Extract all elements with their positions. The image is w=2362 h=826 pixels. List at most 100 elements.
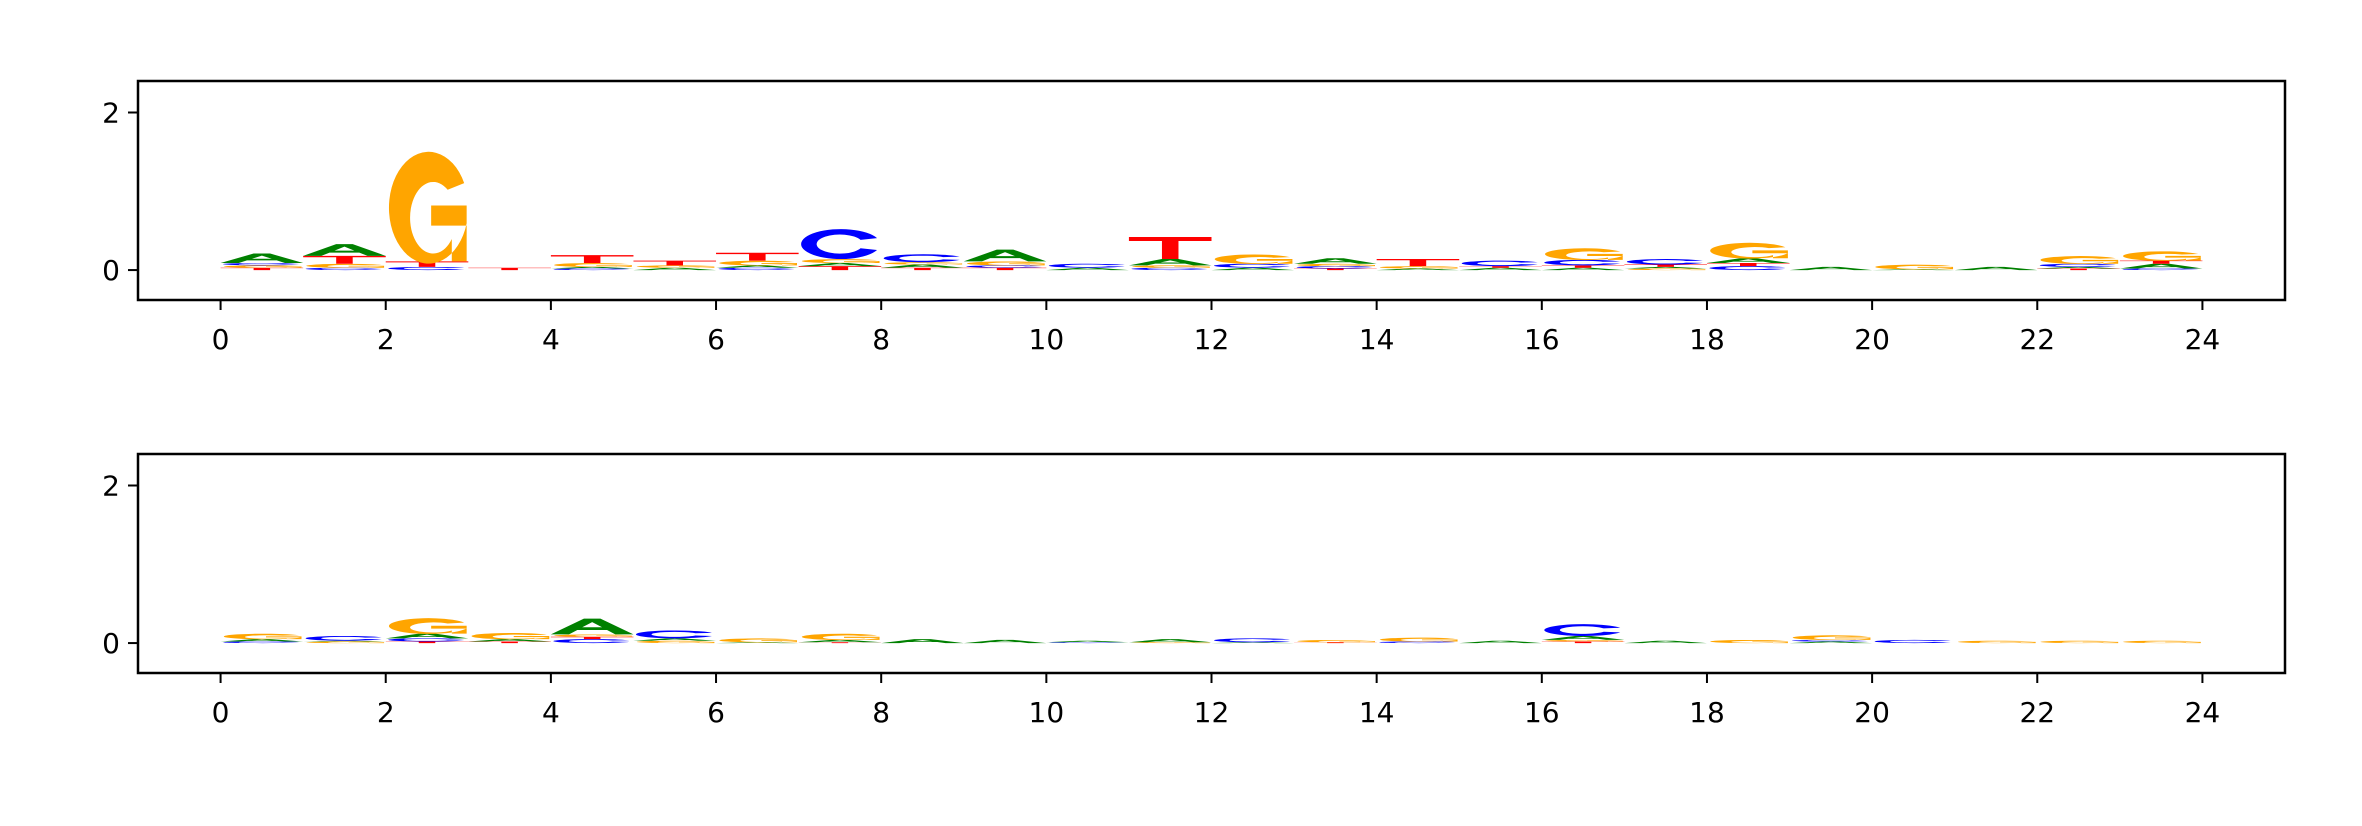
logo-letter-G — [1545, 639, 1623, 642]
logo-letter-A — [1872, 269, 1955, 271]
logo-letter-C — [966, 265, 1043, 268]
logo-letter-G — [884, 262, 963, 265]
logo-letter-C — [1213, 638, 1290, 643]
logo-letter-A — [1046, 267, 1129, 271]
logo-letter-G — [1132, 642, 1210, 644]
logo-letter-A — [1541, 635, 1625, 640]
logo-letter-T — [303, 255, 386, 264]
logo-letter-T — [1541, 265, 1625, 268]
logo-letter-T — [1294, 268, 1377, 271]
x-tick-label: 2 — [377, 323, 395, 356]
logo-letter-A — [550, 266, 634, 269]
y-tick-label: 2 — [102, 97, 120, 130]
logo-letter-T — [798, 266, 882, 271]
y-tick-label: 0 — [102, 627, 120, 660]
logo-letter-G — [1792, 635, 1871, 641]
logo-letter-A — [1789, 641, 1873, 644]
logo-letter-T — [550, 636, 634, 640]
x-tick-label: 10 — [1029, 696, 1065, 729]
logo-letter-G — [1214, 254, 1293, 264]
logo-letter-T — [2037, 268, 2120, 271]
logo-letter-T — [385, 261, 469, 267]
logo-letter-G — [2123, 251, 2201, 261]
x-tick-label: 22 — [2019, 323, 2055, 356]
x-tick-label: 20 — [1854, 323, 1890, 356]
logo-letter-A — [1706, 258, 1790, 263]
logo-letter-A — [1624, 266, 1707, 269]
logo-letter-G — [801, 259, 880, 264]
logo-letter-T — [1459, 266, 1542, 268]
logo-letter-A — [1459, 640, 1542, 644]
logo-letter-G — [388, 151, 467, 264]
x-tick-label: 24 — [2185, 323, 2221, 356]
logo-letter-A — [385, 633, 469, 639]
logo-letter-A — [1128, 259, 1212, 266]
x-tick-label: 0 — [212, 323, 230, 356]
logo-letter-T — [385, 641, 469, 644]
x-tick-label: 8 — [872, 696, 890, 729]
logo-letter-A — [1624, 640, 1707, 644]
logo-letter-G — [388, 618, 467, 634]
logo-letter-A — [1294, 258, 1377, 264]
x-tick-label: 24 — [2185, 696, 2221, 729]
logo-letter-A — [1211, 267, 1295, 271]
x-tick-label: 14 — [1359, 323, 1395, 356]
x-tick-label: 12 — [1194, 323, 1230, 356]
logo-letter-G — [1379, 637, 1458, 642]
logo-letter-G — [636, 265, 715, 268]
logo-letter-T — [1706, 262, 1790, 267]
logo-letter-A — [303, 640, 386, 642]
logo-letter-T — [220, 267, 304, 271]
logo-letter-G — [719, 638, 797, 643]
x-tick-label: 4 — [542, 323, 560, 356]
x-tick-label: 16 — [1524, 696, 1560, 729]
logo-letter-G — [1297, 639, 1376, 643]
x-tick-label: 6 — [707, 323, 725, 356]
logo-letter-C — [1544, 624, 1621, 636]
logo-letter-G — [306, 641, 385, 644]
logo-letter-G — [2040, 640, 2119, 644]
logo-letter-G — [636, 640, 715, 644]
logo-letter-C — [553, 268, 630, 271]
logo-letter-A — [798, 262, 882, 267]
x-tick-label: 8 — [872, 323, 890, 356]
logo-letter-C — [553, 639, 630, 644]
logo-letter-A — [633, 638, 717, 641]
logo-letter-C — [635, 630, 712, 639]
logo-letter-C — [388, 266, 465, 271]
x-tick-label: 2 — [377, 696, 395, 729]
logo-letter-G — [1545, 248, 1623, 261]
logo-letter-A — [1376, 268, 1460, 271]
logo-letter-T — [1128, 236, 1212, 260]
logo-letter-T — [633, 260, 717, 266]
logo-letter-C — [801, 229, 878, 260]
logo-letter-C — [305, 267, 382, 271]
y-tick-label: 2 — [102, 470, 120, 503]
x-tick-label: 6 — [707, 696, 725, 729]
logo-letter-C — [1131, 267, 1208, 271]
logo-letter-T — [1376, 259, 1460, 267]
logo-letter-A — [220, 253, 304, 263]
logo-letter-T — [798, 642, 882, 644]
logo-letter-C — [1213, 263, 1290, 268]
x-tick-label: 0 — [212, 696, 230, 729]
logo-letter-G — [1710, 639, 1788, 644]
y-tick-label: 0 — [102, 254, 120, 287]
x-tick-label: 12 — [1194, 696, 1230, 729]
logo-letter-C — [1626, 259, 1703, 265]
logo-letter-C — [1709, 266, 1786, 271]
logo-letter-T — [468, 641, 551, 644]
logo-letter-G — [1957, 640, 2036, 644]
logo-letter-G — [1875, 264, 1954, 270]
logo-letter-G — [223, 265, 302, 268]
logo-letter-C — [1048, 263, 1125, 268]
logo-letter-A — [2037, 266, 2120, 269]
logo-letter-C — [305, 635, 382, 641]
logo-letter-G — [1379, 266, 1458, 269]
logo-letter-A — [1541, 267, 1625, 271]
logo-letter-C — [1461, 260, 1538, 267]
logo-letter-C — [1874, 639, 1951, 644]
logo-letter-A — [963, 639, 1047, 644]
